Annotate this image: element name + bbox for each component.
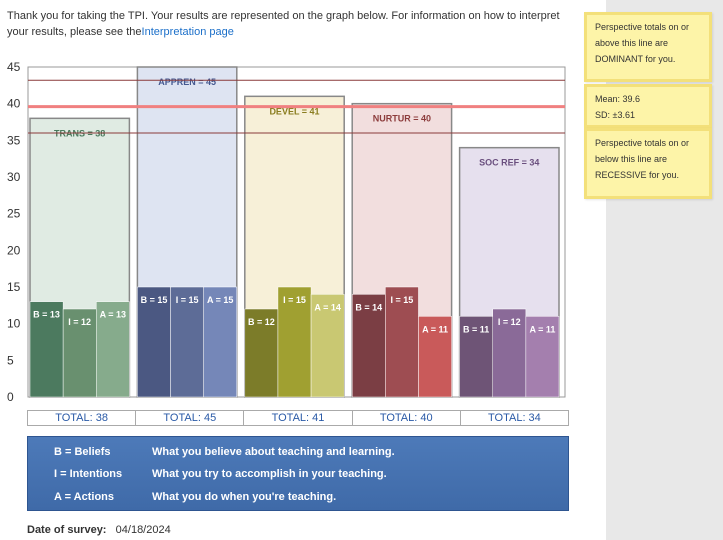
y-tick-label: 25: [7, 207, 21, 221]
recessive-note-text: Perspective totals on or below this line…: [595, 138, 690, 180]
sub-bar-label: B = 13: [33, 310, 60, 320]
sub-bar: [310, 294, 345, 398]
recessive-note: Perspective totals on or below this line…: [584, 128, 712, 199]
total-trans: TOTAL: 38: [28, 411, 137, 425]
sub-bar-label: A = 14: [314, 302, 340, 312]
total-devel: TOTAL: 41: [244, 411, 353, 425]
y-tick-label: 20: [7, 243, 21, 257]
dominant-note: Perspective totals on or above this line…: [584, 12, 712, 82]
sub-bar-label: A = 13: [100, 310, 126, 320]
legend-row-actions: A = Actions What you do when you're teac…: [28, 491, 568, 511]
survey-label: Date of survey:: [27, 524, 107, 536]
sub-bar: [459, 316, 493, 398]
sub-bar-label: A = 11: [529, 324, 555, 334]
legend-desc-intentions: What you try to accomplish in your teach…: [152, 468, 387, 480]
legend-key-intentions: I = Intentions: [54, 468, 123, 480]
y-tick-label: 40: [7, 97, 21, 111]
legend-key-actions: A = Actions: [54, 491, 115, 503]
sub-bar: [137, 286, 171, 398]
perspective-label: APPREN = 45: [158, 77, 216, 87]
sub-bar-label: I = 15: [176, 295, 199, 305]
interpretation-link[interactable]: Interpretation page: [141, 26, 234, 38]
survey-date-value: 04/18/2024: [115, 524, 171, 536]
y-tick-label: 0: [7, 390, 14, 404]
sub-bar-label: A = 11: [422, 324, 448, 334]
sd-text: SD: ±3.61: [595, 110, 635, 120]
sub-bar: [492, 308, 527, 398]
sub-bar-label: I = 15: [283, 295, 306, 305]
y-tick-label: 35: [7, 133, 21, 147]
sub-bar: [277, 286, 312, 398]
y-tick-label: 15: [7, 280, 21, 294]
y-tick-label: 5: [7, 353, 14, 367]
perspective-label: SOC REF = 34: [479, 158, 539, 168]
sub-bar: [62, 308, 97, 398]
legend-desc-beliefs: What you believe about teaching and lear…: [152, 446, 395, 458]
legend-box: B = Beliefs What you believe about teach…: [27, 436, 569, 511]
y-tick-label: 30: [7, 170, 21, 184]
sub-bar-label: I = 12: [498, 317, 521, 327]
sub-bar: [385, 286, 419, 398]
intro-text: Thank you for taking the TPI. Your resul…: [7, 8, 567, 40]
sub-bar: [418, 316, 452, 398]
sub-bar-label: I = 15: [391, 295, 414, 305]
mean-sd-note: Mean: 39.6 SD: ±3.61: [584, 84, 712, 128]
sub-bar-label: B = 14: [355, 302, 382, 312]
legend-row-intentions: I = Intentions What you try to accomplis…: [28, 468, 568, 488]
sub-bar-label: B = 12: [248, 317, 275, 327]
legend-desc-actions: What you do when you're teaching.: [152, 491, 337, 503]
sub-bar: [170, 286, 204, 398]
totals-row: TOTAL: 38 TOTAL: 45 TOTAL: 41 TOTAL: 40 …: [27, 410, 569, 426]
sub-bar: [351, 294, 386, 398]
total-appren: TOTAL: 45: [136, 411, 245, 425]
intro-paragraph: Thank you for taking the TPI. Your resul…: [7, 10, 560, 38]
sub-bar-label: A = 15: [207, 295, 233, 305]
sub-bar-label: I = 12: [68, 317, 91, 327]
sub-bar: [203, 286, 238, 398]
survey-date: Date of survey: 04/18/2024: [27, 524, 171, 536]
mean-text: Mean: 39.6: [595, 94, 641, 104]
y-tick-label: 10: [7, 317, 21, 331]
sub-bar: [525, 316, 560, 398]
sub-bar-label: B = 15: [141, 295, 168, 305]
y-tick-label: 45: [7, 60, 21, 74]
sub-bar-label: B = 11: [463, 324, 489, 334]
perspective-label: NURTUR = 40: [373, 114, 431, 124]
dominant-note-text: Perspective totals on or above this line…: [595, 22, 690, 64]
total-nurtur: TOTAL: 40: [353, 411, 461, 425]
legend-row-beliefs: B = Beliefs What you believe about teach…: [28, 446, 568, 466]
legend-key-beliefs: B = Beliefs: [54, 446, 111, 458]
sub-bar: [29, 301, 64, 398]
sub-bar: [96, 301, 130, 398]
perspective-label: DEVEL = 41: [269, 106, 319, 116]
total-socref: TOTAL: 34: [488, 412, 541, 424]
